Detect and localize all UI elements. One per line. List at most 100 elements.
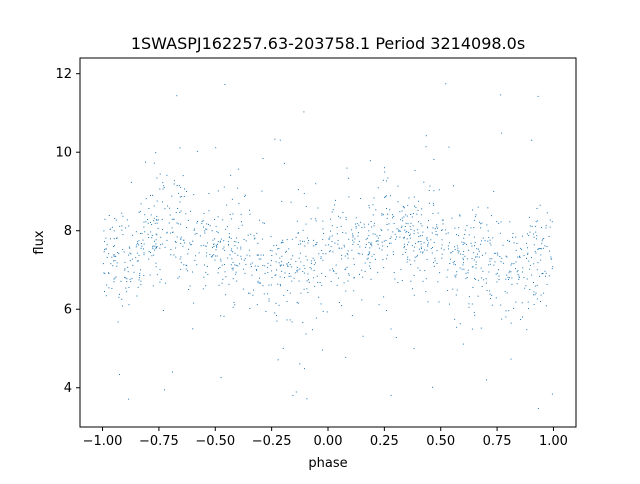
data-point xyxy=(523,255,525,257)
data-point xyxy=(196,150,198,152)
data-point xyxy=(211,230,213,232)
data-point xyxy=(257,265,259,267)
data-point xyxy=(143,275,145,276)
data-point xyxy=(441,239,443,241)
data-point xyxy=(150,252,151,253)
data-point xyxy=(300,243,302,245)
data-point xyxy=(164,389,165,391)
data-point xyxy=(185,268,187,270)
data-point xyxy=(386,254,388,256)
data-point xyxy=(237,187,239,189)
data-point xyxy=(519,255,521,257)
data-point xyxy=(322,259,324,261)
data-point xyxy=(412,213,414,214)
data-point xyxy=(240,213,242,215)
data-point xyxy=(412,288,414,290)
data-point xyxy=(338,247,340,249)
data-point xyxy=(458,235,459,237)
data-point xyxy=(131,278,133,280)
data-point xyxy=(313,264,315,266)
data-point xyxy=(535,231,537,233)
data-point xyxy=(310,268,312,270)
data-point xyxy=(416,213,418,215)
data-point xyxy=(537,248,539,250)
data-point xyxy=(384,196,386,198)
data-point xyxy=(440,247,442,249)
data-point xyxy=(378,304,380,306)
data-point xyxy=(436,234,438,236)
data-point xyxy=(458,250,460,252)
data-point xyxy=(126,291,128,293)
data-point xyxy=(505,310,507,312)
data-point xyxy=(189,285,191,287)
data-point xyxy=(195,255,196,257)
data-point xyxy=(507,239,508,241)
data-point xyxy=(113,238,115,240)
data-point xyxy=(267,293,269,295)
data-point xyxy=(184,242,186,244)
data-point xyxy=(416,254,418,256)
data-point xyxy=(475,278,476,280)
data-point xyxy=(176,222,178,224)
y-tick-label: 12 xyxy=(55,67,72,82)
data-point xyxy=(243,239,245,240)
data-point xyxy=(371,255,373,257)
data-point xyxy=(354,223,356,225)
data-point xyxy=(180,238,182,240)
data-point xyxy=(420,223,422,225)
data-point xyxy=(264,265,266,267)
data-point xyxy=(262,264,264,266)
data-point xyxy=(209,254,211,255)
data-point xyxy=(534,250,536,252)
data-point xyxy=(353,290,355,292)
data-point xyxy=(232,262,234,263)
data-point xyxy=(399,230,401,232)
data-point xyxy=(459,214,461,216)
data-point xyxy=(396,228,398,230)
data-point xyxy=(281,200,283,202)
data-point xyxy=(409,235,411,236)
data-point xyxy=(459,323,461,325)
data-point xyxy=(186,265,188,267)
data-point xyxy=(177,223,179,225)
data-point xyxy=(492,237,494,239)
data-point xyxy=(180,210,182,212)
data-point xyxy=(365,238,367,240)
data-point xyxy=(454,318,456,320)
data-point xyxy=(394,233,396,235)
data-point xyxy=(529,225,531,227)
data-point xyxy=(490,244,492,246)
data-point xyxy=(330,218,331,220)
data-point xyxy=(187,219,189,221)
data-point xyxy=(516,283,518,285)
data-point xyxy=(519,256,521,258)
data-point xyxy=(208,223,209,225)
data-point xyxy=(138,244,140,246)
data-point xyxy=(153,205,155,207)
data-point xyxy=(464,233,466,235)
data-point xyxy=(220,377,222,378)
data-point xyxy=(472,266,474,268)
data-point xyxy=(472,209,473,211)
data-point xyxy=(155,262,157,264)
data-point xyxy=(540,259,542,261)
data-point xyxy=(139,210,141,212)
data-point xyxy=(111,226,113,228)
data-point xyxy=(169,214,171,216)
data-point xyxy=(266,267,268,269)
data-point xyxy=(206,223,208,225)
data-point xyxy=(472,287,474,288)
data-point xyxy=(214,219,216,220)
data-point xyxy=(498,269,499,271)
data-point xyxy=(155,218,157,220)
data-point xyxy=(427,227,429,229)
data-point xyxy=(284,272,286,274)
data-point xyxy=(276,269,278,271)
data-point xyxy=(392,231,394,233)
data-point xyxy=(365,246,367,248)
data-point xyxy=(104,218,106,220)
data-point xyxy=(470,242,472,244)
data-point xyxy=(279,264,281,266)
data-point xyxy=(354,238,356,240)
